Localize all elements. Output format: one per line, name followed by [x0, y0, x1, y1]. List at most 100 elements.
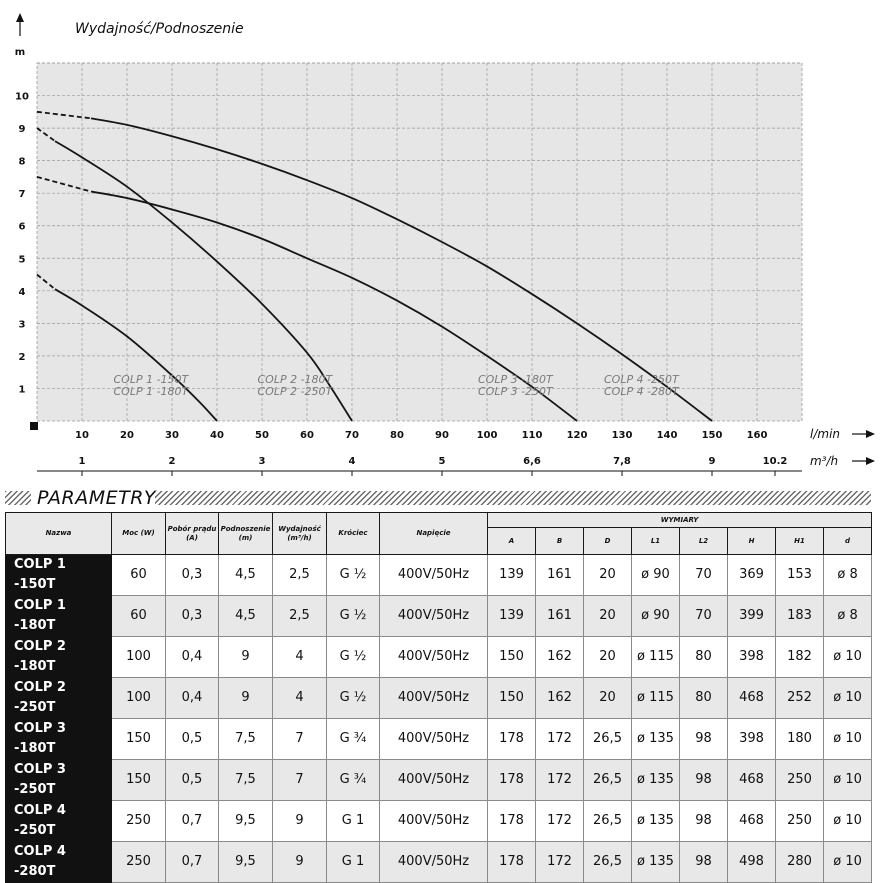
header-dim-h1: H1	[775, 527, 824, 555]
table-cell: ø 8	[822, 554, 873, 596]
secondary-axis-arrow-head	[866, 457, 875, 465]
header-wymiary: WYMIARY	[486, 512, 873, 528]
plot-border	[36, 62, 803, 422]
table-cell: 26,5	[583, 759, 632, 801]
x-axis-arrow-head	[866, 430, 875, 438]
curve-model-label: COLP 1 -150T	[114, 373, 190, 386]
table-cell: ø 90	[631, 595, 680, 637]
table-cell: 7,5	[218, 718, 273, 760]
table-cell: 100	[111, 636, 166, 678]
x-tick-label: 70	[345, 430, 359, 441]
table-row: COLP 2 -180T 100 0,4 9 4 G ½ 400V/50Hz 150 162 20…	[5, 636, 873, 678]
model-name-cell: COLP 2 -250T	[5, 677, 112, 719]
performance-curve-2	[54, 140, 353, 422]
y-tick-label: 2	[19, 352, 26, 363]
model-name-cell: COLP 3 -180T	[5, 718, 112, 760]
table-cell: 98	[679, 718, 728, 760]
y-tick-label: 8	[19, 157, 26, 168]
table-cell: G ½	[326, 595, 380, 637]
curve-model-label: COLP 1 -180T	[114, 385, 190, 398]
table-cell: ø 8	[822, 595, 873, 637]
table-cell: 250	[775, 800, 824, 842]
table-cell: G ½	[326, 636, 380, 678]
table-cell: G ½	[326, 554, 380, 596]
x-tick-label: 150	[702, 430, 723, 441]
table-row: COLP 4 -250T 250 0,7 9,5 9 G 1 400V/50Hz 178 172…	[5, 800, 873, 842]
model-name-cell: COLP 4 -250T	[5, 800, 112, 842]
table-cell: 0,3	[165, 554, 219, 596]
performance-curve-dashed-4	[36, 110, 92, 120]
header-pobor: Pobór prądu (A)	[165, 512, 219, 555]
table-cell: ø 10	[822, 677, 873, 719]
table-cell: 139	[487, 554, 536, 596]
table-cell: G ½	[326, 677, 380, 719]
table-cell: ø 135	[631, 800, 680, 842]
header-dim-d: D	[583, 527, 632, 555]
table-cell: 0,3	[165, 595, 219, 637]
table-cell: 0,5	[165, 718, 219, 760]
table-cell: 172	[535, 718, 584, 760]
table-cell: 400V/50Hz	[379, 718, 488, 760]
table-cell: 369	[727, 554, 776, 596]
header-dim-b: B	[535, 527, 584, 555]
header-stripes-right	[155, 491, 871, 505]
table-cell: 400V/50Hz	[379, 595, 488, 637]
model-name-cell: COLP 1 -180T	[5, 595, 112, 637]
model-name-cell: COLP 4 -280T	[5, 841, 112, 883]
performance-curve-dashed-2	[36, 127, 56, 142]
secondary-tick-label: 4	[349, 456, 356, 467]
table-cell: 161	[535, 554, 584, 596]
header-podnoszenie: Podnoszenie (m)	[218, 512, 273, 555]
table-cell: 98	[679, 841, 728, 883]
table-cell: 250	[111, 800, 166, 842]
table-cell: 70	[679, 595, 728, 637]
table-cell: ø 10	[822, 800, 873, 842]
table-cell: 161	[535, 595, 584, 637]
model-name-cell: COLP 2 -180T	[5, 636, 112, 678]
performance-curve-dashed-1	[36, 273, 56, 290]
table-cell: 182	[775, 636, 824, 678]
table-cell: 178	[487, 800, 536, 842]
table-cell: 4	[272, 636, 327, 678]
y-tick-label: 9	[19, 124, 26, 135]
performance-curve-1	[54, 288, 218, 422]
x-tick-label: 130	[612, 430, 633, 441]
secondary-tick-label: 6,6	[523, 456, 541, 467]
table-cell: 20	[583, 554, 632, 596]
x-tick-label: 50	[255, 430, 269, 441]
table-cell: 468	[727, 677, 776, 719]
table-cell: 180	[775, 718, 824, 760]
x-tick-label: 80	[390, 430, 404, 441]
table-cell: 0,5	[165, 759, 219, 801]
table-cell: 498	[727, 841, 776, 883]
table-cell: 9,5	[218, 841, 273, 883]
pump-performance-chart: m Wydajność/Podnoszenie 1 2 3 4 5 6 7 8 9 10 10 20 30 4…	[15, 13, 875, 476]
table-cell: ø 10	[822, 636, 873, 678]
x-tick-label: 40	[210, 430, 224, 441]
table-cell: 9	[272, 800, 327, 842]
x-tick-label: 30	[165, 430, 179, 441]
curve-model-label: COLP 3 -180T	[478, 373, 554, 386]
table-cell: 98	[679, 800, 728, 842]
table-cell: ø 135	[631, 841, 680, 883]
y-tick-label: 3	[19, 319, 26, 330]
table-cell: 60	[111, 554, 166, 596]
secondary-axis-unit-label: m³/h	[810, 454, 838, 468]
table-cell: 153	[775, 554, 824, 596]
header-dim-d: d	[822, 527, 873, 555]
header-dim-a: A	[487, 527, 536, 555]
table-cell: 0,7	[165, 800, 219, 842]
model-name-cell: COLP 1 -150T	[5, 554, 112, 596]
table-cell: G ¾	[326, 759, 380, 801]
header-dim-l1: L1	[631, 527, 680, 555]
y-tick-label: 7	[19, 189, 26, 200]
model-name-cell: COLP 3 -250T	[5, 759, 112, 801]
table-cell: 178	[487, 841, 536, 883]
table-row: COLP 4 -280T 250 0,7 9,5 9 G 1 400V/50Hz 178 172…	[5, 841, 873, 883]
table-cell: 20	[583, 595, 632, 637]
parameters-table: Nazwa Moc (W) Pobór prądu (A) Podnoszeni…	[5, 512, 873, 883]
secondary-tick-label: 2	[169, 456, 176, 467]
table-cell: 162	[535, 677, 584, 719]
secondary-tick-label: 7,8	[613, 456, 631, 467]
table-cell: 60	[111, 595, 166, 637]
